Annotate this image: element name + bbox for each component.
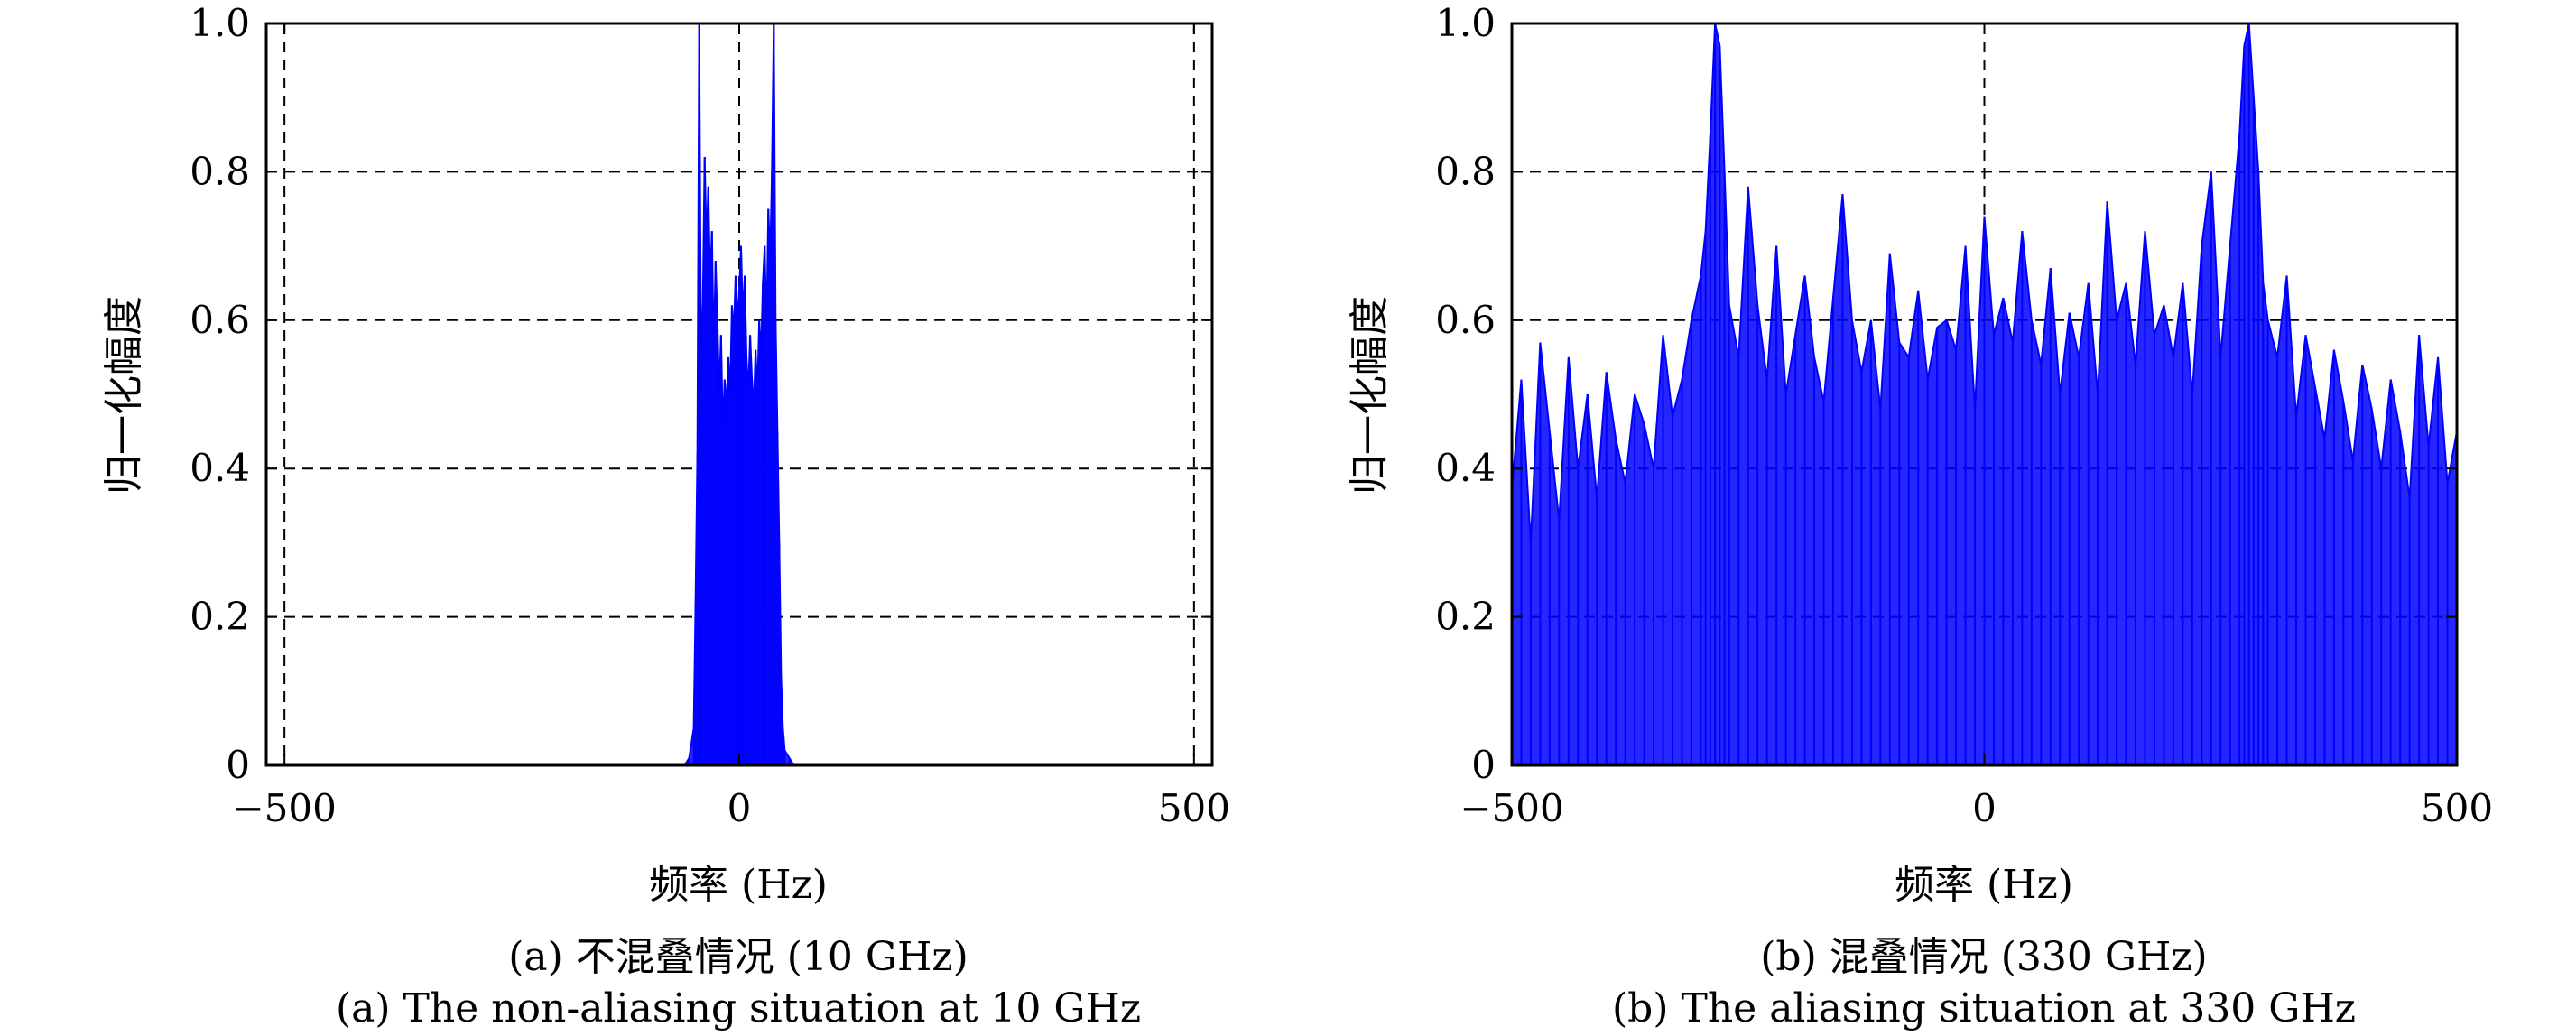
y-tick-label: 1.0 — [190, 1, 250, 45]
y-tick-label: 0.2 — [190, 595, 250, 639]
panel-a-ylabel: 归一化幅度 — [101, 296, 147, 495]
panel-b: 归一化幅度 频率 (Hz) (b) 混叠情况 (330 GHz) (b) The… — [1347, 296, 2356, 1031]
y-tick-label: 0.6 — [1435, 298, 1496, 342]
y-tick-label: 0 — [1471, 743, 1496, 787]
panel-b-caption-cn: (b) 混叠情况 (330 GHz) — [1760, 934, 2207, 980]
x-tick-label: 0 — [727, 786, 752, 830]
y-tick-label: 0.2 — [1435, 595, 1496, 639]
panel-a-caption-cn: (a) 不混叠情况 (10 GHz) — [508, 934, 968, 980]
plot-b: 00.20.40.60.81.0−500 0 500 — [1435, 1, 2493, 830]
panel-b-caption-en: (b) The aliasing situation at 330 GHz — [1612, 985, 2356, 1031]
y-tick-label: 0.8 — [190, 149, 250, 193]
y-tick-label: 0.8 — [1435, 149, 1496, 193]
y-tick-label: 0.6 — [190, 298, 250, 342]
y-tick-label: 1.0 — [1435, 1, 1496, 45]
panel-a-caption-en: (a) The non-aliasing situation at 10 GHz — [336, 985, 1141, 1031]
y-tick-label: 0.4 — [190, 446, 250, 490]
x-tick-label: −500 — [1459, 786, 1563, 830]
panel-a: 归一化幅度 频率 (Hz) (a) 不混叠情况 (10 GHz) (a) The… — [101, 296, 1141, 1031]
y-tick-label: 0 — [226, 743, 250, 787]
y-tick-label: 0.4 — [1435, 446, 1496, 490]
panel-a-xlabel: 频率 (Hz) — [649, 862, 828, 908]
x-tick-label: 500 — [2421, 786, 2493, 830]
plot-a: 00.20.40.60.81.0−500 0 500 — [190, 1, 1230, 830]
x-tick-label: 500 — [1158, 786, 1230, 830]
panel-b-xlabel: 频率 (Hz) — [1895, 862, 2073, 908]
panel-b-ylabel: 归一化幅度 — [1347, 296, 1393, 495]
x-tick-label: −500 — [232, 786, 336, 830]
x-tick-label: 0 — [1972, 786, 1997, 830]
